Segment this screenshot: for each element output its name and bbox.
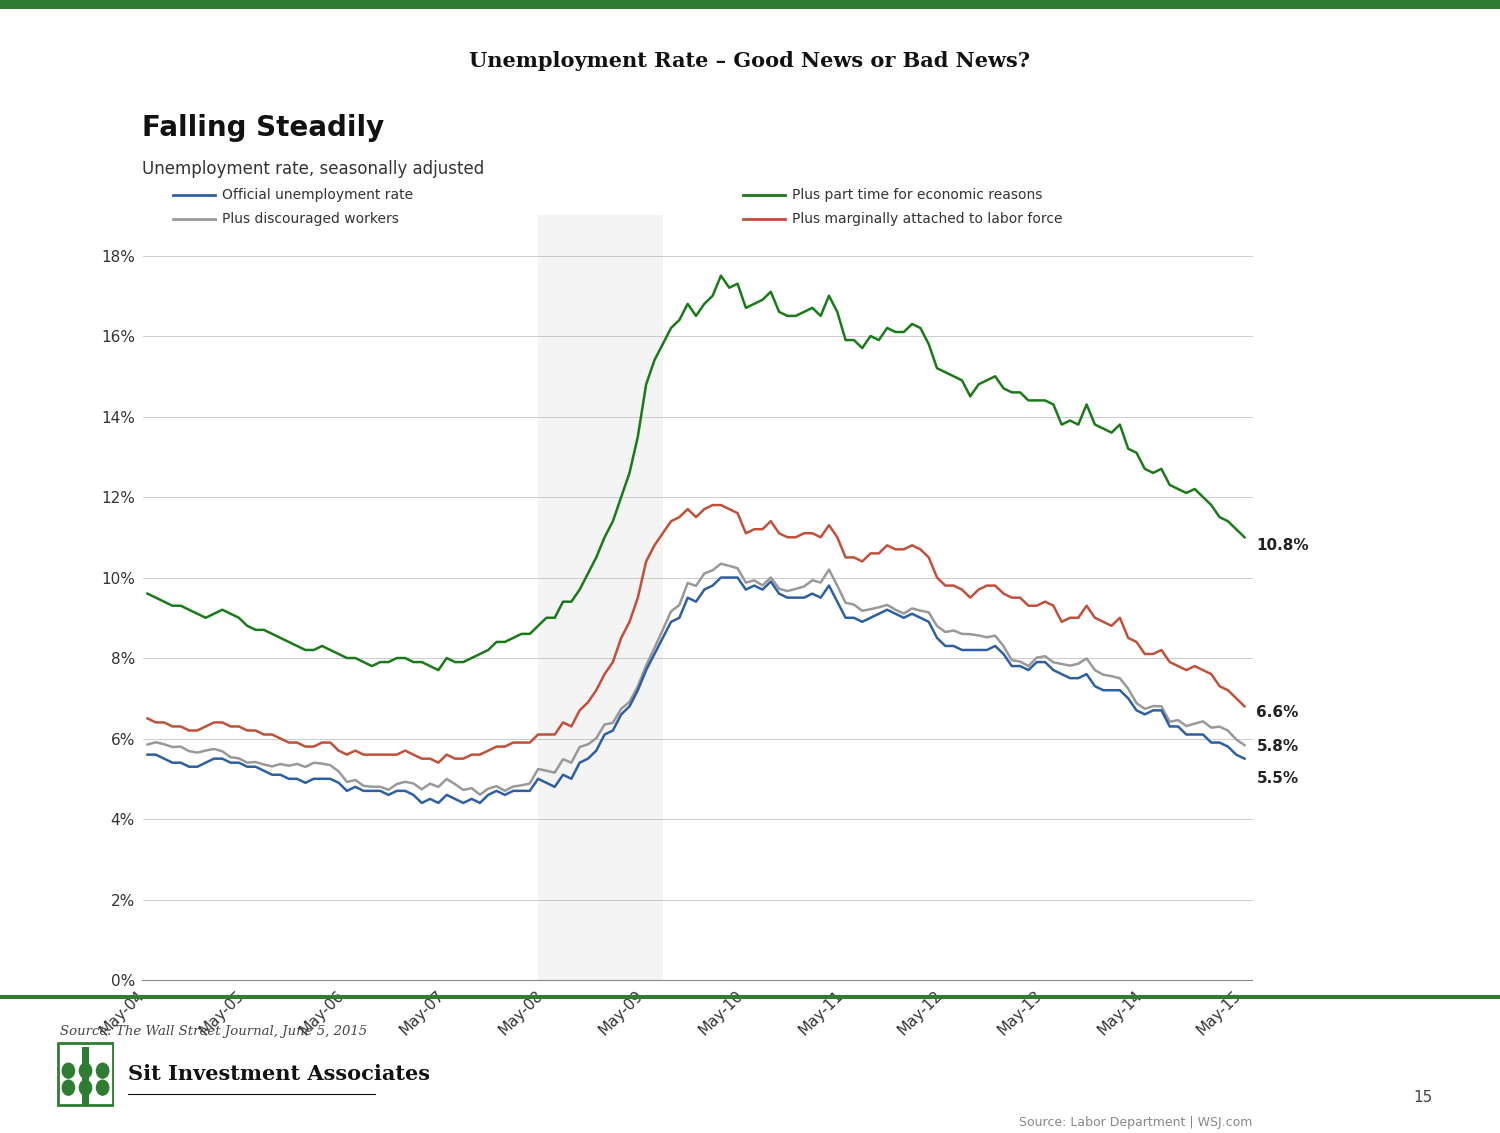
Circle shape <box>96 1063 109 1079</box>
Text: 10.8%: 10.8% <box>1257 538 1310 553</box>
Text: Sit Investment Associates: Sit Investment Associates <box>128 1064 429 1084</box>
Text: Plus discouraged workers: Plus discouraged workers <box>222 212 399 225</box>
Circle shape <box>78 1080 93 1096</box>
Bar <box>538 215 663 980</box>
Circle shape <box>96 1080 109 1096</box>
Text: Source: The Wall Street Journal, June 5, 2015: Source: The Wall Street Journal, June 5,… <box>60 1025 368 1038</box>
Text: 6.6%: 6.6% <box>1257 705 1299 719</box>
Text: Source: Labor Department | WSJ.com: Source: Labor Department | WSJ.com <box>1019 1116 1252 1130</box>
Circle shape <box>62 1080 75 1096</box>
Bar <box>82 1047 88 1105</box>
Text: 5.5%: 5.5% <box>1257 772 1299 786</box>
Circle shape <box>62 1063 75 1079</box>
Circle shape <box>78 1063 93 1079</box>
Text: Falling Steadily: Falling Steadily <box>142 113 384 142</box>
Text: 5.8%: 5.8% <box>1257 739 1299 755</box>
Text: Unemployment rate, seasonally adjusted: Unemployment rate, seasonally adjusted <box>142 160 484 178</box>
Text: 15: 15 <box>1413 1090 1432 1105</box>
Text: Unemployment Rate – Good News or Bad News?: Unemployment Rate – Good News or Bad New… <box>470 51 1030 71</box>
FancyBboxPatch shape <box>58 1043 112 1105</box>
Text: Official unemployment rate: Official unemployment rate <box>222 188 413 202</box>
Text: Plus marginally attached to labor force: Plus marginally attached to labor force <box>792 212 1062 225</box>
Text: Plus part time for economic reasons: Plus part time for economic reasons <box>792 188 1042 202</box>
